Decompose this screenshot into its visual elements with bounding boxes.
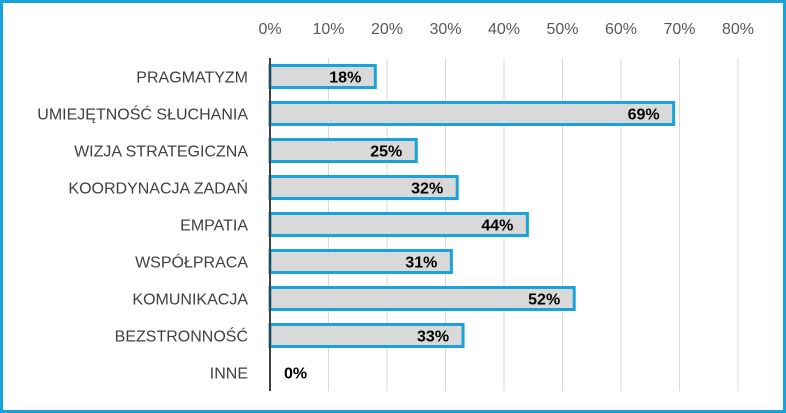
x-tick-label: 30% [429, 21, 461, 38]
bars [268, 64, 676, 348]
data-label: 32% [411, 181, 443, 198]
x-tick-label: 10% [312, 21, 344, 38]
x-tick-label: 20% [371, 21, 403, 38]
data-label: 33% [417, 329, 449, 346]
category-labels: PRAGMATYZM UMIEJĘTNOŚĆ SŁUCHANIA WIZJA STR… [37, 70, 248, 383]
category-label: INNE [210, 366, 248, 383]
category-label: WSPÓŁPRACA [135, 253, 248, 272]
x-tick-label: 60% [605, 21, 637, 38]
data-label: 18% [329, 70, 361, 87]
x-tick-label: 0% [258, 21, 281, 38]
data-label: 69% [628, 107, 660, 124]
category-label: KOMUNIKACJA [132, 292, 248, 309]
x-tick-label: 40% [488, 21, 520, 38]
category-label: BEZSTRONNOŚĆ [115, 327, 248, 346]
category-label: EMPATIA [180, 218, 248, 235]
data-labels: 18% 69% 25% 32% 44% 31% 52% 33% 0% [284, 70, 660, 383]
category-label: UMIEJĘTNOŚĆ SŁUCHANIA [37, 105, 248, 124]
data-label: 52% [528, 292, 560, 309]
category-label: WIZJA STRATEGICZNA [74, 144, 248, 161]
category-label: PRAGMATYZM [136, 70, 248, 87]
data-label: 0% [284, 366, 307, 383]
bar [268, 101, 676, 126]
category-label: KOORDYNACJA ZADAŃ [68, 179, 248, 198]
x-tick-label: 70% [663, 21, 695, 38]
x-tick-label: 50% [546, 21, 578, 38]
data-label: 31% [405, 255, 437, 272]
x-axis-tick-labels: 0% 10% 20% 30% 40% 50% 60% 70% 80% [258, 21, 754, 38]
data-label: 25% [370, 144, 402, 161]
data-label: 44% [481, 218, 513, 235]
x-tick-label: 80% [722, 21, 754, 38]
